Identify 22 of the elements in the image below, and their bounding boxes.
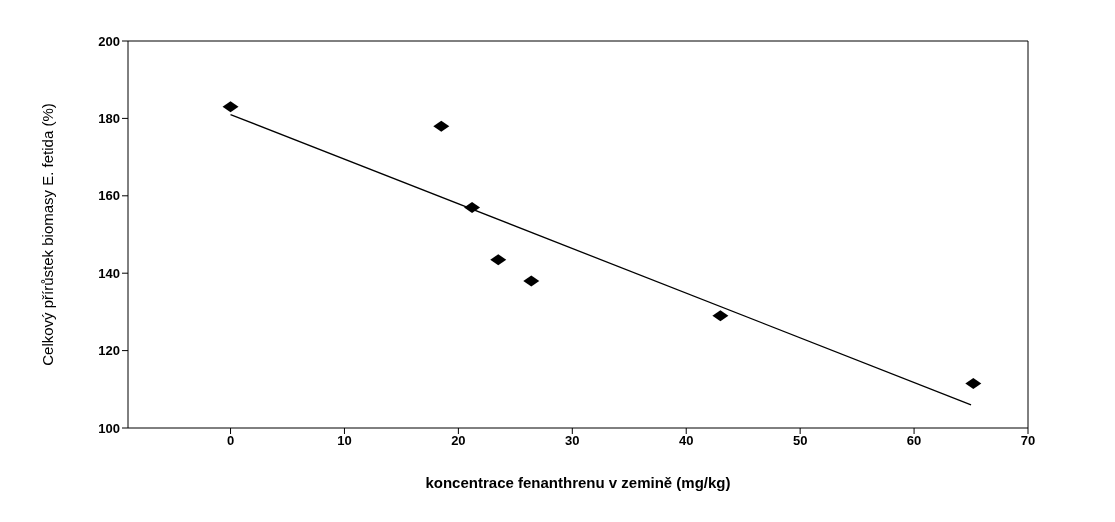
x-tick-label: 40 bbox=[678, 433, 694, 449]
y-tick-label: 140 bbox=[98, 265, 120, 281]
point bbox=[222, 101, 239, 113]
x-tick-label: 70 bbox=[1020, 433, 1036, 449]
y-tick-label: 160 bbox=[98, 188, 120, 204]
point bbox=[523, 275, 540, 287]
point bbox=[490, 254, 507, 266]
x-tick-label: 0 bbox=[226, 433, 235, 449]
y-axis-title: Celkový přírůstek biomasy E. fetida (%) bbox=[39, 103, 57, 366]
point bbox=[433, 120, 450, 132]
x-axis-title: koncentrace fenanthrenu v zemině (mg/kg) bbox=[425, 474, 731, 491]
x-tick-label: 10 bbox=[337, 433, 352, 449]
x-tick-label: 50 bbox=[792, 433, 808, 449]
y-tick-label: 100 bbox=[98, 420, 120, 436]
y-tick-label: 180 bbox=[98, 111, 120, 127]
x-tick-label: 30 bbox=[565, 433, 580, 449]
y-tick-label: 200 bbox=[98, 33, 120, 49]
point bbox=[712, 310, 729, 322]
x-tick-label: 20 bbox=[451, 433, 466, 449]
y-tick-label: 120 bbox=[98, 343, 120, 359]
x-tick-label: 60 bbox=[906, 433, 922, 449]
point bbox=[464, 201, 481, 213]
